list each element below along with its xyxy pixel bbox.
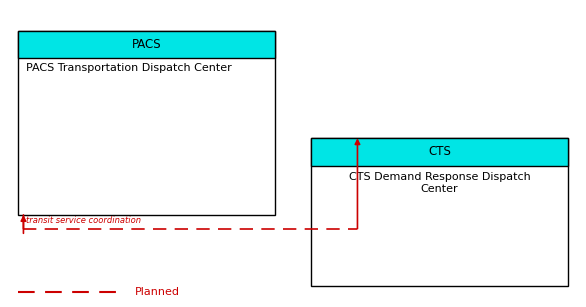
Bar (311, 138, 568, 166)
Text: Planned: Planned (135, 287, 180, 297)
Text: transit service coordination: transit service coordination (26, 216, 141, 225)
Bar (18, 31, 275, 215)
Text: PACS: PACS (132, 38, 161, 51)
Text: PACS Transportation Dispatch Center: PACS Transportation Dispatch Center (26, 63, 232, 73)
Text: CTS: CTS (428, 146, 451, 158)
Text: CTS Demand Response Dispatch
Center: CTS Demand Response Dispatch Center (349, 172, 530, 193)
Bar (18, 31, 275, 58)
Bar (311, 138, 568, 286)
